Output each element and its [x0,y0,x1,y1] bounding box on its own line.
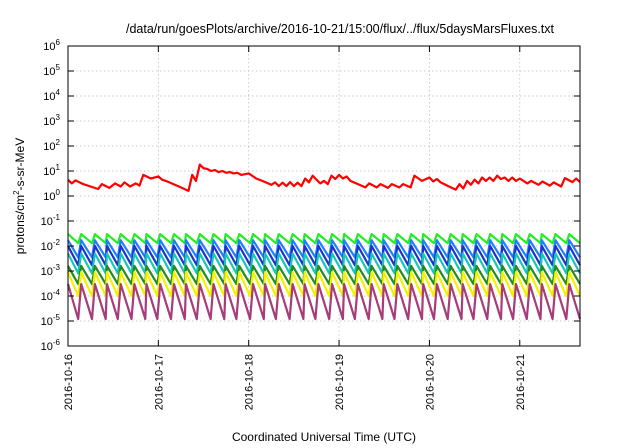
series-line [67,163,581,192]
y-tick-labels: 106 105 104 103 102 101 100 10-1 10-2 10-3 10-4 10-… [41,38,61,353]
y-tick-label: 103 [43,113,60,128]
ticks [67,45,580,347]
series-line [67,264,581,286]
series-line [67,252,581,275]
x-tick-label: 2016-10-20 [424,354,436,410]
series-line [66,283,582,321]
series-line [67,244,581,267]
y-tick-label: 101 [43,163,60,178]
x-tick-label: 2016-10-16 [63,354,75,410]
y-tick-label: 10-1 [41,213,61,228]
series-line [67,239,581,259]
y-tick-label: 10-2 [41,238,61,253]
y-tick-label: 10-6 [41,338,61,353]
y-tick-label: 106 [43,38,60,53]
y-tick-label: 10-3 [41,263,61,278]
y-tick-label: 105 [43,63,60,78]
series-layer [66,163,582,321]
y-tick-label: 100 [43,188,60,203]
y-tick-label: 104 [43,88,60,103]
x-tick-label: 2016-10-17 [153,354,165,410]
y-tick-label: 102 [43,138,60,153]
chart-title: /data/run/goesPlots/archive/2016-10-21/1… [126,22,555,36]
y-tick-label: 10-4 [41,288,61,303]
x-tick-label: 2016-10-21 [515,354,527,410]
x-tick-labels: 2016-10-16 2016-10-17 2016-10-18 2016-10-19… [63,354,527,410]
x-tick-label: 2016-10-19 [334,354,346,410]
series-line [66,271,582,298]
y-tick-label: 10-5 [41,313,61,328]
grid [68,46,580,346]
series-line [67,233,581,245]
x-axis-label: Coordinated Universal Time (UTC) [232,430,416,444]
y-axis-label: protons/cm2-s-sr-MeV [12,138,27,254]
x-tick-label: 2016-10-18 [244,354,256,410]
